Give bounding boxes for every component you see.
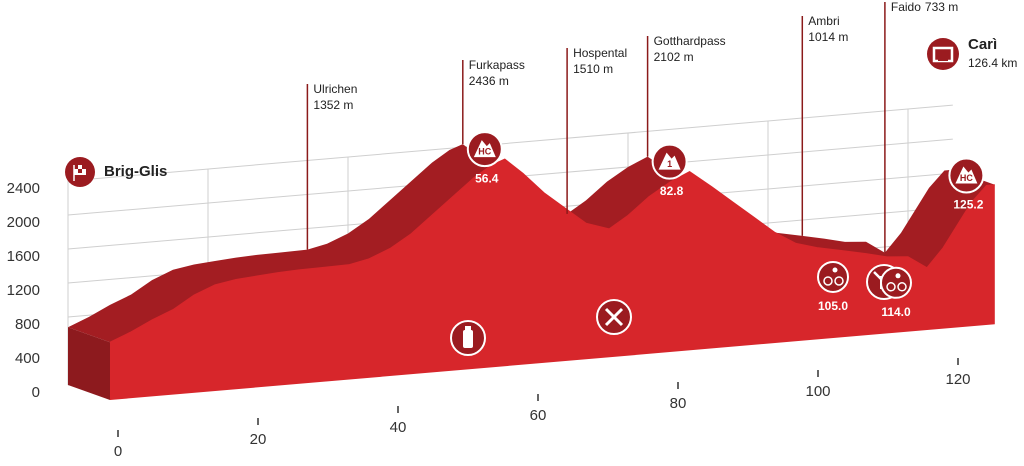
climb-km: 56.4 [475, 171, 499, 185]
climb-category: 1 [667, 159, 672, 169]
y-tick-label: 2000 [7, 214, 40, 231]
place-name: Faido [891, 0, 921, 14]
sprint-rider [832, 267, 838, 273]
place-elevation: 1510 m [573, 62, 613, 76]
y-tick-label: 1600 [7, 248, 40, 265]
place-elevation: 733 m [925, 0, 958, 14]
profile [68, 144, 995, 400]
sprint-km: 114.0 [881, 305, 911, 319]
x-tick-label: 0 [114, 443, 122, 460]
y-tick-label: 800 [15, 316, 40, 333]
sprint-icon [880, 266, 912, 299]
climb-km: 125.2 [953, 198, 983, 212]
place-elevation: 2436 m [469, 74, 509, 88]
climb-category: HC [478, 146, 491, 156]
place-elevation: 2102 m [654, 50, 694, 64]
y-tick-label: 1200 [7, 282, 40, 299]
food-icon [596, 299, 632, 335]
x-tick-label: 80 [670, 395, 687, 412]
climb-mountain [473, 140, 496, 158]
climb-category: HC [960, 173, 973, 183]
sprint-icon [817, 260, 849, 293]
place-elevation: 1014 m [808, 30, 848, 44]
sprint-wheel [897, 282, 907, 292]
sprint-rider [895, 273, 901, 279]
sprint-wheel [834, 276, 844, 286]
place-name: Ambri [808, 14, 839, 28]
x-tick-label: 40 [390, 419, 407, 436]
feed-icon [450, 320, 486, 356]
x-tick-label: 60 [530, 407, 547, 424]
sprint-km: 105.0 [818, 299, 848, 313]
profile-line [109, 158, 995, 343]
overlay: Brig-Glis Carì 126.4 km Ulrichen 1352 m Fu… [65, 0, 1017, 356]
finish-distance: 126.4 km [968, 56, 1017, 70]
y-tick-label: 400 [15, 350, 40, 367]
y-tick-label: 0 [32, 384, 40, 401]
climb-mountain [658, 152, 681, 170]
x-tick-label: 100 [805, 383, 830, 400]
place-elevation: 1352 m [313, 98, 353, 112]
place-name: Hospental [573, 46, 627, 60]
place-name: Gotthardpass [654, 34, 726, 48]
sprint-wheel [886, 282, 896, 292]
climb-km: 82.8 [660, 184, 684, 198]
sprint-wheel [823, 276, 833, 286]
grid-line [67, 104, 953, 182]
place-name: Furkapass [469, 58, 525, 72]
start-name: Brig-Glis [104, 163, 167, 180]
finish-name: Carì [968, 36, 997, 53]
climb-mountain [955, 166, 978, 184]
profile-face [110, 159, 995, 400]
start-icon [65, 157, 95, 187]
x-tick-label: 20 [250, 431, 267, 448]
y-tick-label: 2400 [7, 180, 40, 197]
finish-icon [927, 38, 959, 70]
place-name: Ulrichen [313, 82, 357, 96]
x-tick-label: 120 [945, 371, 970, 388]
profile-side [68, 327, 110, 400]
